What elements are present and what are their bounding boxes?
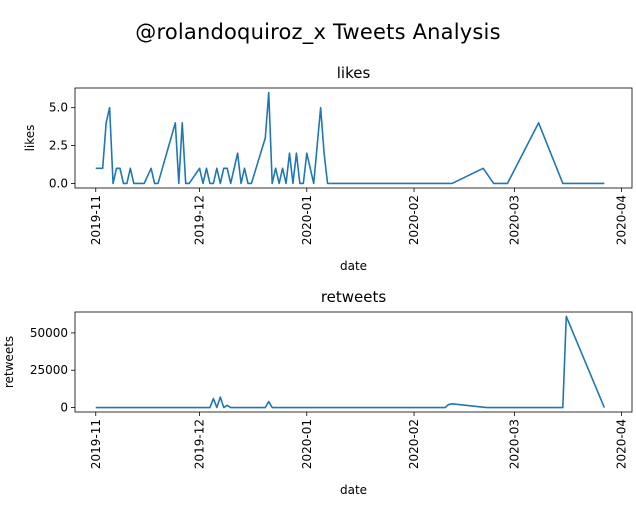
y-axis-label: likes	[23, 125, 37, 152]
x-axis-label: date	[340, 483, 367, 497]
y-tick-label: 0	[60, 401, 68, 415]
x-tick-label: 2019-12	[193, 419, 207, 469]
x-tick-label: 2020-01	[300, 195, 314, 245]
x-tick-label: 2020-04	[615, 419, 629, 469]
chart-title: likes	[337, 64, 371, 82]
chart-panel-retweets: retweets 0 25000 50000 2019-11 2019-12 2020-01…	[2, 288, 633, 497]
figure-title: @rolandoquiroz_x Tweets Analysis	[135, 20, 501, 44]
series-line-likes	[95, 91, 605, 185]
chart-panel-likes: likes 0.0 2.5 5.0 2019-11 2019-12 2020-01 2020-…	[23, 64, 633, 273]
x-axis-label: date	[340, 259, 367, 273]
y-tick-label: 50000	[30, 326, 68, 340]
x-tick-label: 2019-11	[89, 419, 103, 469]
y-tick-label: 2.5	[49, 139, 68, 153]
y-axis-label: retweets	[2, 336, 16, 388]
x-tick-label: 2020-01	[300, 419, 314, 469]
y-tick-label: 25000	[30, 363, 68, 377]
x-tick-label: 2020-03	[507, 419, 521, 469]
x-tick-label: 2019-12	[193, 195, 207, 245]
axes-frame	[74, 311, 633, 413]
series-line-retweets	[95, 315, 606, 409]
x-tick-label: 2020-02	[407, 419, 421, 469]
x-tick-label: 2020-02	[407, 195, 421, 245]
axes-frame	[74, 87, 633, 189]
y-tick-label: 0.0	[49, 176, 68, 190]
chart-title: retweets	[321, 288, 387, 306]
x-tick-label: 2020-04	[615, 195, 629, 245]
y-tick-label: 5.0	[49, 101, 68, 115]
x-tick-label: 2019-11	[89, 195, 103, 245]
x-tick-label: 2020-03	[507, 195, 521, 245]
